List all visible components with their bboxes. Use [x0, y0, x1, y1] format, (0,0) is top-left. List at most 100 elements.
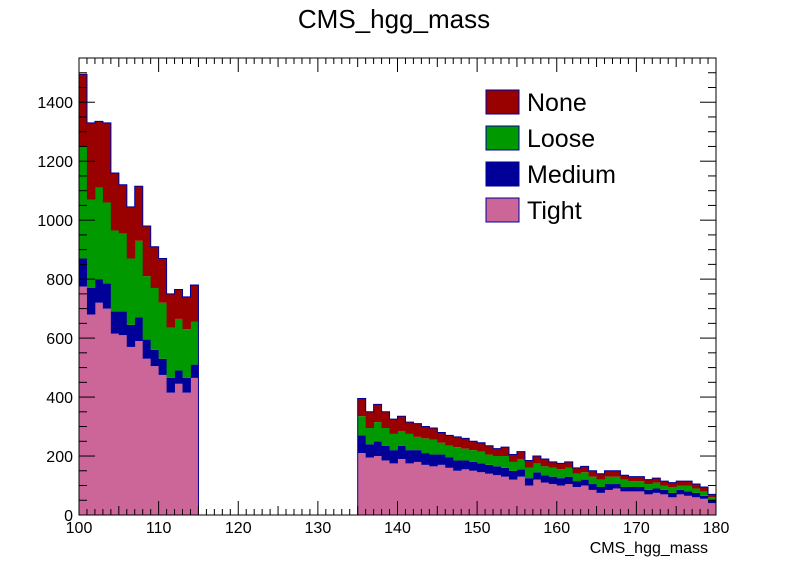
- histogram-outline: [78, 73, 717, 516]
- bar-loose-12: [174, 318, 183, 371]
- y-tick-label-1400: 1400: [37, 95, 73, 112]
- bar-none-0: [79, 74, 88, 147]
- bar-medium-46: [445, 457, 454, 468]
- bar-loose-35: [357, 416, 367, 436]
- bar-loose-3: [102, 202, 112, 284]
- bar-none-70: [636, 476, 645, 482]
- bar-none-2: [94, 121, 104, 188]
- bar-medium-41: [405, 450, 414, 464]
- x-axis-ticks: 100 110 120 130 140 150 160 170 180: [66, 58, 729, 537]
- bar-loose-58: [540, 466, 550, 476]
- bar-none-77: [692, 484, 701, 489]
- x-axis-title: CMS_hgg_mass: [590, 540, 708, 557]
- bar-tight-9: [150, 366, 160, 515]
- bar-tight-79: [708, 503, 717, 515]
- bar-loose-75: [676, 485, 685, 490]
- bar-loose-52: [493, 456, 502, 467]
- bar-none-59: [548, 461, 558, 468]
- bar-tight-36: [365, 457, 375, 515]
- bar-none-3: [102, 122, 112, 203]
- bar-loose-60: [556, 469, 566, 479]
- bar-loose-59: [548, 467, 558, 477]
- bar-none-44: [429, 428, 438, 440]
- bar-none-46: [445, 435, 454, 446]
- bar-medium-68: [620, 486, 629, 492]
- bar-none-49: [469, 441, 478, 451]
- bar-loose-64: [588, 476, 597, 485]
- bar-loose-45: [437, 442, 446, 455]
- bar-loose-49: [469, 450, 478, 462]
- bar-loose-72: [652, 482, 661, 489]
- bar-medium-12: [174, 370, 183, 384]
- bar-loose-5: [118, 233, 128, 312]
- legend-label-none: None: [527, 89, 587, 117]
- bar-none-72: [652, 478, 661, 483]
- legend-label-loose: Loose: [527, 125, 595, 153]
- bar-tight-65: [596, 492, 605, 515]
- bar-loose-10: [158, 302, 167, 359]
- bar-medium-36: [365, 444, 375, 458]
- bar-loose-11: [166, 327, 175, 378]
- bar-medium-70: [636, 486, 645, 492]
- bar-tight-44: [429, 466, 438, 515]
- bar-none-37: [373, 404, 382, 423]
- bar-tight-71: [644, 494, 653, 515]
- bar-tight-63: [580, 485, 589, 515]
- bar-loose-74: [668, 486, 677, 493]
- bar-medium-38: [381, 445, 390, 461]
- bar-loose-47: [453, 447, 462, 461]
- bar-medium-8: [142, 339, 152, 359]
- bar-loose-38: [381, 428, 390, 446]
- legend-swatch-loose: [485, 125, 520, 151]
- bar-medium-45: [437, 454, 446, 465]
- bar-medium-37: [373, 441, 382, 457]
- bar-tight-49: [469, 470, 478, 515]
- bar-loose-78: [700, 491, 709, 496]
- bar-medium-60: [556, 478, 566, 486]
- bar-none-41: [405, 422, 414, 434]
- bar-loose-57: [532, 463, 542, 473]
- bar-none-74: [668, 482, 677, 487]
- bar-medium-40: [397, 445, 406, 459]
- bar-loose-54: [508, 461, 518, 471]
- bar-none-52: [493, 448, 502, 457]
- bar-none-13: [182, 296, 191, 330]
- bar-medium-75: [676, 489, 685, 495]
- bar-medium-69: [628, 486, 637, 492]
- bar-tight-1: [86, 314, 96, 515]
- bar-tight-46: [445, 467, 454, 515]
- bar-medium-57: [532, 472, 542, 480]
- bar-tight-38: [381, 460, 390, 515]
- bar-tight-59: [548, 484, 558, 515]
- bar-tight-60: [556, 485, 566, 515]
- bar-none-40: [397, 416, 406, 431]
- bar-medium-11: [166, 377, 175, 393]
- bar-medium-2: [94, 279, 104, 303]
- bar-loose-70: [636, 481, 645, 487]
- bar-tight-64: [588, 489, 597, 515]
- bar-none-51: [485, 445, 494, 455]
- bar-medium-53: [501, 467, 510, 477]
- bar-none-45: [437, 432, 446, 443]
- bar-tight-4: [110, 333, 120, 515]
- bar-none-6: [126, 206, 136, 259]
- bar-none-62: [572, 467, 582, 474]
- x-tick-label-160: 160: [543, 520, 570, 537]
- bar-tight-74: [668, 497, 677, 515]
- bar-medium-14: [190, 364, 199, 378]
- x-tick-label-170: 170: [623, 520, 650, 537]
- bar-none-39: [389, 419, 398, 434]
- bar-medium-1: [86, 287, 96, 315]
- bar-loose-39: [389, 433, 398, 451]
- bar-tight-56: [524, 485, 534, 515]
- bar-tight-7: [134, 341, 144, 515]
- bar-none-73: [660, 481, 669, 486]
- bar-loose-40: [397, 430, 406, 446]
- bar-none-79: [708, 494, 717, 498]
- bar-medium-49: [469, 461, 478, 471]
- bar-tight-35: [357, 453, 367, 515]
- bar-tight-61: [564, 484, 574, 515]
- bar-medium-35: [357, 435, 367, 454]
- bar-none-76: [684, 481, 693, 486]
- bar-loose-37: [373, 422, 382, 442]
